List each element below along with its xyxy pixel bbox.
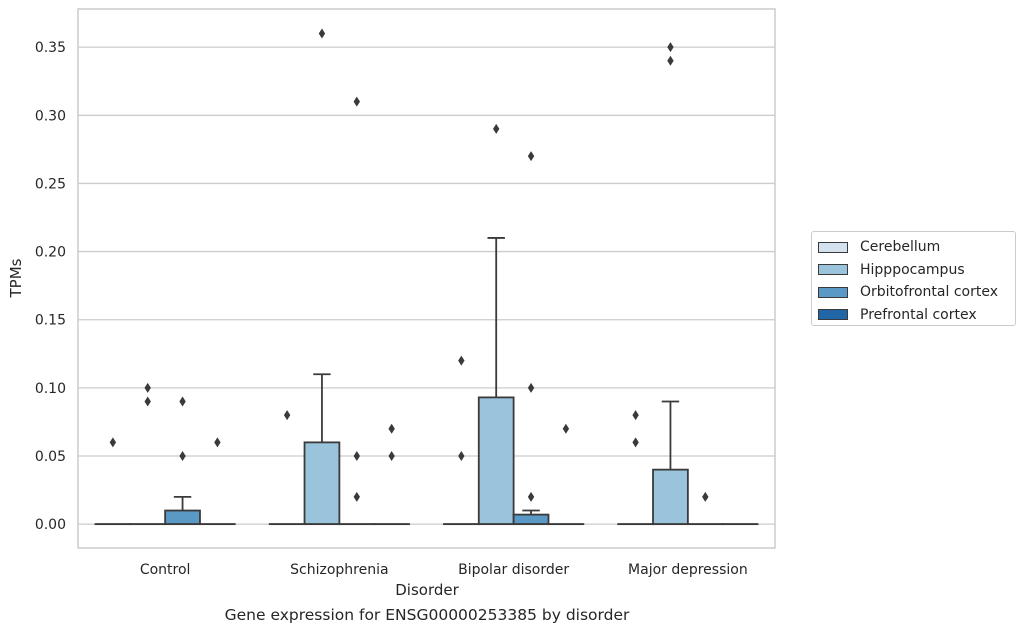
plot-frame	[77, 8, 776, 549]
outlier-point	[702, 491, 709, 502]
box	[477, 396, 515, 526]
x-tick-label: Bipolar disorder	[458, 562, 569, 578]
outlier-point	[388, 423, 395, 434]
y-axis-label: TPMs	[7, 258, 25, 298]
outlier-point	[458, 355, 465, 366]
outlier-point	[353, 491, 360, 502]
y-tick-labels: 0.00 0.05 0.10 0.15 0.20 0.25 0.30 0.35	[35, 40, 66, 533]
legend-label: Prefrontal cortex	[860, 306, 977, 323]
legend-label: Hipppocampus	[860, 261, 965, 278]
box	[164, 509, 201, 526]
legend-label: Orbitofrontal cortex	[860, 284, 998, 301]
boxes	[94, 237, 759, 526]
x-axis-label: Disorder	[395, 581, 459, 599]
x-tick-label: Major depression	[628, 562, 748, 578]
y-tick-label: 0.30	[35, 108, 66, 124]
outlier-point	[214, 437, 221, 448]
outlier-point	[493, 123, 500, 134]
y-tick-label: 0.35	[35, 40, 66, 56]
legend: Cerebellum Hipppocampus Orbitofrontal co…	[811, 231, 1016, 326]
outlier-point	[353, 96, 360, 107]
gridlines	[78, 46, 775, 525]
outlier-point	[458, 451, 465, 462]
outlier-point	[109, 437, 117, 448]
outlier-point	[527, 491, 535, 502]
box	[652, 468, 689, 526]
outlier-point	[179, 451, 186, 462]
legend-item: Prefrontal cortex	[818, 304, 1015, 327]
outlier-point	[318, 28, 326, 39]
legend-swatch	[818, 264, 848, 276]
box	[303, 441, 341, 526]
legend-item: Cerebellum	[818, 236, 1015, 259]
outlier-point	[667, 55, 674, 66]
outlier-point	[562, 423, 570, 434]
outlier-point	[527, 151, 535, 162]
outliers	[109, 28, 709, 502]
legend-item: Orbitofrontal cortex	[818, 281, 1015, 304]
outlier-point	[667, 42, 674, 53]
x-tick-label: Control	[140, 562, 191, 578]
y-tick-label: 0.00	[35, 517, 66, 533]
x-tick-labels: Control Schizophrenia Bipolar disorder Majo…	[140, 562, 748, 578]
outlier-point	[388, 451, 395, 462]
y-tick-label: 0.15	[35, 313, 66, 329]
x-tick-label: Schizophrenia	[290, 562, 388, 578]
outlier-point	[144, 382, 151, 393]
legend-swatch	[818, 309, 848, 321]
outlier-point	[527, 382, 535, 393]
legend-label: Cerebellum	[860, 239, 941, 256]
legend-item: Hipppocampus	[818, 259, 1015, 282]
legend-swatch	[818, 286, 848, 298]
outlier-point	[353, 451, 360, 462]
outlier-point	[179, 396, 186, 407]
outlier-point	[632, 437, 639, 448]
legend-swatch	[818, 241, 848, 253]
outlier-point	[144, 396, 151, 407]
y-tick-label: 0.20	[35, 245, 66, 261]
figure-caption: Gene expression for ENSG00000253385 by d…	[224, 606, 630, 624]
outlier-point	[283, 410, 291, 421]
box	[512, 513, 550, 526]
y-tick-label: 0.10	[35, 381, 66, 397]
outlier-point	[632, 410, 639, 421]
y-tick-label: 0.25	[35, 176, 66, 192]
y-tick-label: 0.05	[35, 449, 66, 465]
